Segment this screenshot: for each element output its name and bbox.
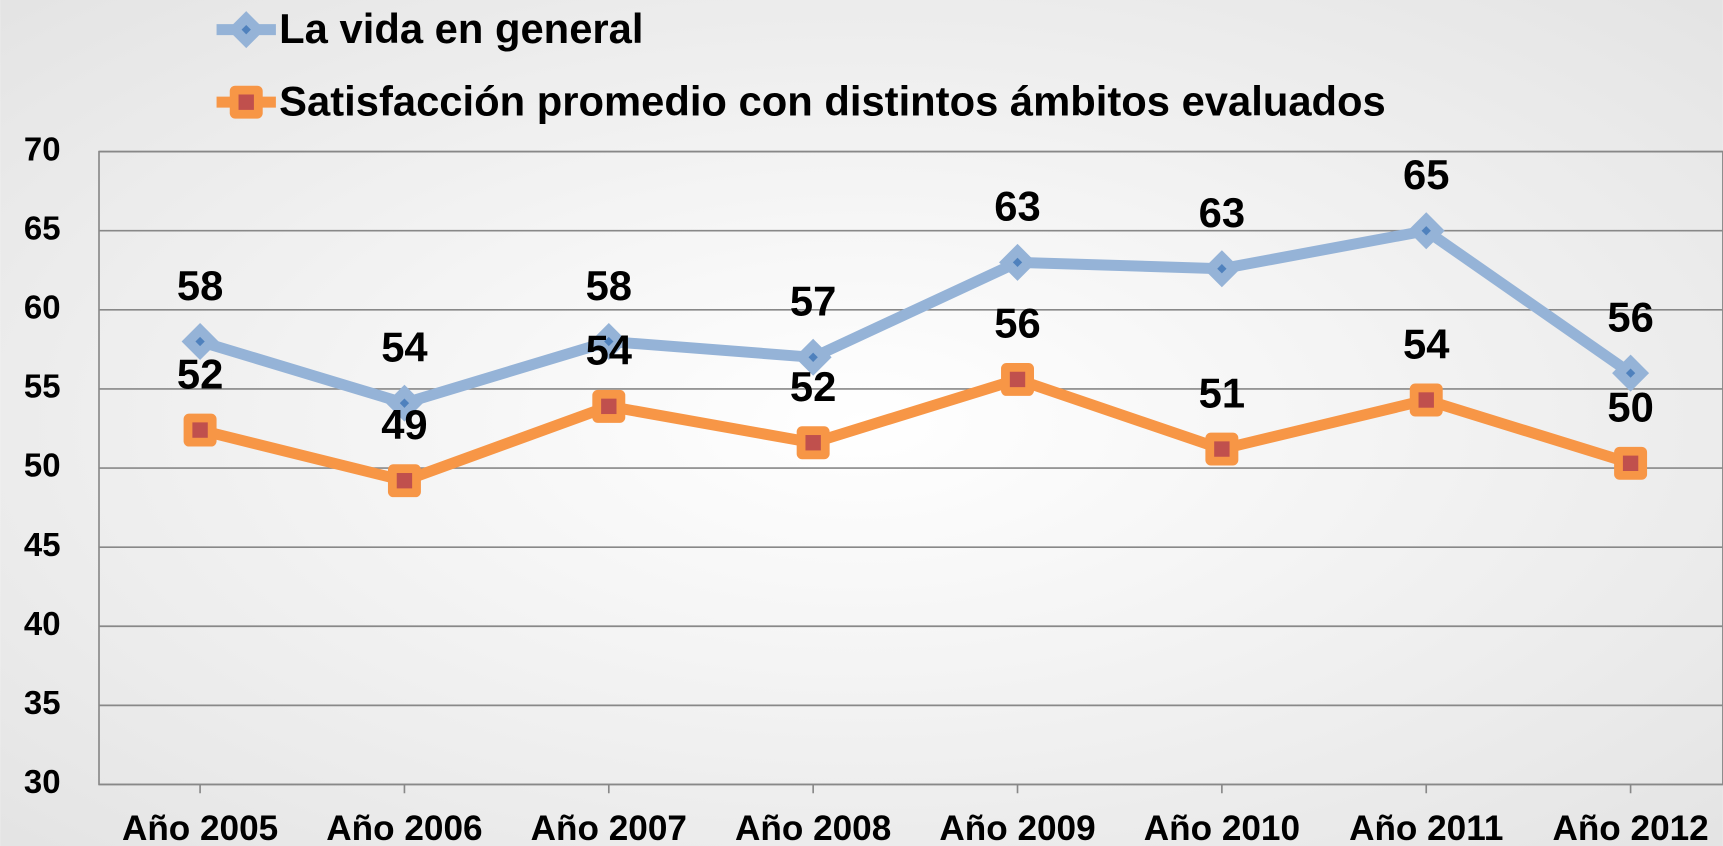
data-point-center — [195, 336, 205, 347]
data-point-center — [1418, 392, 1434, 408]
x-tick-label: Año 2005 — [122, 809, 278, 846]
legend-label: Satisfacción promedio con distintos ámbi… — [279, 77, 1386, 124]
data-point-center — [1214, 441, 1230, 457]
y-tick-label: 30 — [24, 763, 61, 800]
data-label: 63 — [994, 183, 1040, 230]
y-tick-label: 55 — [24, 368, 61, 405]
y-tick-label: 60 — [24, 289, 61, 326]
data-point-center — [1012, 257, 1023, 268]
y-tick-label: 65 — [24, 209, 61, 246]
data-label: 52 — [790, 363, 836, 410]
data-point-center — [805, 435, 821, 451]
x-tick-label: Año 2010 — [1144, 809, 1300, 846]
data-point-center — [192, 422, 208, 438]
data-label: 54 — [586, 327, 632, 374]
x-tick-label: Año 2009 — [939, 809, 1095, 846]
x-tick-label: Año 2007 — [531, 809, 687, 846]
series-line — [198, 225, 1634, 409]
data-label: 65 — [1403, 151, 1449, 198]
data-point-center — [1622, 455, 1639, 471]
data-label: 50 — [1607, 384, 1653, 431]
data-label: 56 — [1607, 293, 1653, 340]
y-tick-label: 35 — [24, 684, 61, 721]
data-label: 58 — [177, 262, 223, 309]
data-label: 54 — [1403, 320, 1449, 367]
x-tick-label: Año 2008 — [735, 809, 891, 846]
data-label: 52 — [177, 350, 223, 397]
y-tick-label: 40 — [24, 605, 61, 642]
data-point-center — [604, 336, 614, 347]
data-label: 49 — [381, 401, 427, 448]
y-tick-label: 50 — [24, 447, 61, 484]
legend-marker-center — [238, 94, 254, 110]
data-label: 57 — [790, 278, 836, 325]
x-tick-label: Año 2012 — [1552, 809, 1708, 846]
data-label: 56 — [994, 300, 1040, 347]
data-label: 63 — [1199, 189, 1245, 236]
y-tick-label: 45 — [24, 526, 61, 563]
x-tick-label: Año 2011 — [1349, 809, 1503, 846]
x-tick-label: Año 2006 — [326, 809, 482, 846]
data-point-center — [601, 398, 617, 415]
data-label: 54 — [381, 323, 427, 370]
series-line — [198, 373, 1633, 487]
data-label: 51 — [1199, 369, 1245, 416]
legend-label: La vida en general — [279, 5, 643, 52]
data-point-center — [1009, 371, 1026, 388]
data-point-center — [396, 473, 413, 489]
data-label: 58 — [586, 262, 632, 309]
y-tick-label: 70 — [24, 130, 61, 167]
